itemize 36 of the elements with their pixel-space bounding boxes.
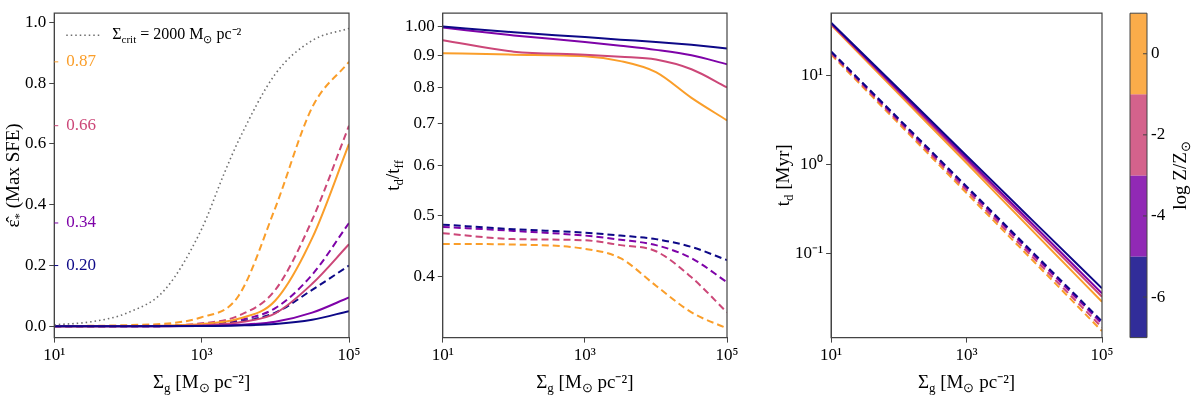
x-tick-label: 10⁵ [715, 345, 739, 365]
x-tick-label: 10³ [955, 345, 978, 365]
y-tick-label: 0.8 [413, 76, 435, 96]
y-tick-label: 1.00 [405, 15, 435, 35]
annotation: 0.66 [66, 115, 96, 135]
y-axis-title: td [Myr] [771, 144, 797, 207]
x-tick-label: 10¹ [43, 345, 66, 365]
y-tick-label: 0.5 [413, 205, 435, 225]
y-tick-label: 0.2 [25, 255, 47, 275]
y-tick-label: 10⁰ [800, 154, 824, 174]
x-tick-label: 10⁵ [1090, 345, 1114, 365]
x-tick-label: 10⁵ [337, 345, 361, 365]
annotation: 0.20 [66, 255, 96, 275]
x-tick-label: 10¹ [820, 345, 843, 365]
color-bar-label: -4 [1151, 205, 1166, 225]
y-tick-label: 0.0 [25, 315, 47, 335]
color-bar-title: log Z/Z⊙ [1168, 141, 1194, 210]
y-tick-label: 1.0 [25, 11, 47, 31]
x-tick-label: 10¹ [431, 345, 454, 365]
color-bar-label: -2 [1151, 124, 1166, 144]
y-tick-label: 0.8 [25, 72, 47, 92]
x-tick-label: 10³ [573, 345, 596, 365]
y-tick-label: 10⁻¹ [794, 243, 824, 263]
x-tick-label: 10³ [190, 345, 213, 365]
y-tick-label: 0.6 [25, 133, 47, 153]
y-tick-label: 0.4 [25, 194, 47, 214]
color-bar-label: 0 [1151, 43, 1160, 63]
y-axis-title: td/tff [381, 159, 407, 191]
y-tick-label: 0.6 [413, 155, 435, 175]
y-tick-label: 0.9 [413, 44, 435, 64]
y-tick-label: 0.4 [413, 266, 436, 286]
y-tick-label: 10¹ [800, 64, 824, 84]
color-bar-label: -6 [1151, 286, 1166, 306]
annotation: 0.87 [66, 51, 97, 71]
annotation: 0.34 [66, 212, 97, 232]
y-tick-label: 0.7 [413, 113, 436, 133]
